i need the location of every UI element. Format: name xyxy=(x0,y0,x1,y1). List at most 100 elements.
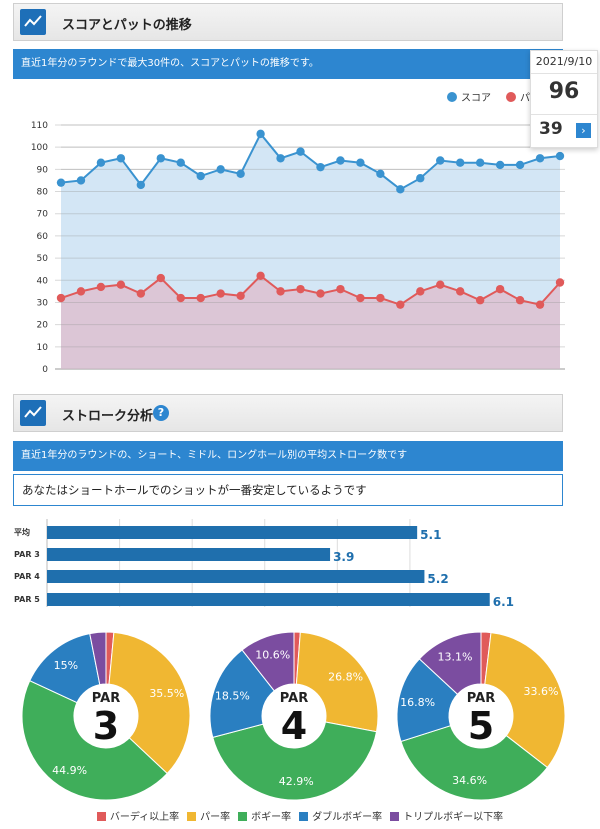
pie-slice-label: 33.6% xyxy=(523,685,558,698)
putt-point xyxy=(136,289,146,298)
legend-label: トリプルボギー以下率 xyxy=(403,812,504,823)
putt-point xyxy=(436,280,445,289)
putt-point xyxy=(96,282,106,292)
legend-swatch xyxy=(390,812,400,821)
putt-area xyxy=(61,275,560,369)
score-point xyxy=(196,171,205,181)
pie-legend: バーディ以上率 パー率 ボギー率 ダブルボギー率 トリプルボギー以下率 xyxy=(0,808,600,823)
section-description: 直近1年分のラウンドで最大30件の、スコアとパットの推移です。 xyxy=(13,49,563,79)
bar-value-label: 6.1 xyxy=(493,595,514,609)
score-point xyxy=(495,160,505,170)
pie-slice-label: 42.9% xyxy=(279,775,314,788)
stroke-analysis-section-header: ストローク分析 ? xyxy=(13,394,563,432)
bar-category-label: PAR 4 xyxy=(14,572,40,581)
pie-legend-item: バーディ以上率 xyxy=(96,808,180,823)
putt-point xyxy=(456,287,465,296)
section-title: スコアとパットの推移 xyxy=(62,18,192,33)
score-point xyxy=(236,169,245,178)
putt-point xyxy=(196,293,205,303)
chart-icon xyxy=(20,400,46,426)
score-point xyxy=(116,154,126,163)
tooltip-date: 2021/9/10 xyxy=(535,55,593,68)
score-point xyxy=(555,151,565,161)
pie-center xyxy=(449,684,513,748)
help-icon[interactable]: ? xyxy=(153,405,169,421)
legend-putt-marker xyxy=(506,92,516,102)
score-point xyxy=(76,176,86,185)
bar-value-label: 5.1 xyxy=(420,528,441,542)
score-point xyxy=(376,169,385,178)
putt-point xyxy=(156,273,165,283)
score-point xyxy=(356,158,365,167)
legend-swatch xyxy=(96,812,106,821)
legend-score-label: スコア xyxy=(461,93,491,104)
putt-point xyxy=(515,296,525,305)
score-point xyxy=(416,174,425,183)
putt-point xyxy=(116,280,126,289)
score-point xyxy=(456,158,465,167)
y-tick-label: 80 xyxy=(37,188,49,198)
pie-slice-label: 35.5% xyxy=(149,687,184,700)
section-title: ストローク分析 xyxy=(62,409,154,424)
score-point xyxy=(316,162,325,172)
score-putt-line-chart: 0102030405060708090100110スコアパット xyxy=(31,92,565,375)
score-putt-section-header: スコアとパットの推移 xyxy=(13,3,563,41)
legend-label: パー率 xyxy=(200,812,231,823)
putt-point xyxy=(535,300,545,309)
score-point xyxy=(136,180,146,190)
bar-category-label: PAR 5 xyxy=(14,595,40,604)
putt-point xyxy=(316,289,325,298)
bar xyxy=(47,548,331,561)
bar-value-label: 5.2 xyxy=(427,572,448,586)
score-point xyxy=(276,154,285,163)
legend-label: ダブルボギー率 xyxy=(312,812,383,823)
putt-point xyxy=(555,278,565,287)
putt-point xyxy=(356,293,365,303)
score-point xyxy=(256,129,265,139)
tooltip-next-button[interactable]: › xyxy=(576,123,591,138)
putt-point xyxy=(296,284,305,294)
legend-label: バーディ以上率 xyxy=(109,812,180,823)
putt-point xyxy=(475,296,485,305)
y-tick-label: 0 xyxy=(42,365,48,375)
bar-category-label: 平均 xyxy=(14,527,30,537)
tooltip-divider xyxy=(531,73,597,74)
par-pie-charts: 35.5%44.9%15%PAR326.8%42.9%18.5%10.6%PAR… xyxy=(21,631,566,801)
pie-par-number: 5 xyxy=(468,704,494,748)
pie-legend-item: パー率 xyxy=(187,808,230,823)
score-point xyxy=(535,154,545,163)
score-point xyxy=(216,165,225,174)
y-tick-label: 110 xyxy=(31,121,48,131)
putt-point xyxy=(176,293,185,303)
bar xyxy=(47,526,418,539)
bar-value-label: 3.9 xyxy=(333,550,354,564)
legend-swatch xyxy=(238,812,248,821)
legend-score-marker xyxy=(447,92,457,102)
chart-icon xyxy=(20,9,46,35)
y-tick-label: 100 xyxy=(31,143,48,153)
score-point xyxy=(156,154,165,163)
putt-point xyxy=(216,289,225,298)
legend-swatch xyxy=(187,812,197,821)
pie-slice-label: 18.5% xyxy=(215,689,250,702)
pie-par-label: PAR xyxy=(467,691,495,706)
pie-center xyxy=(262,684,326,748)
putt-point xyxy=(376,293,385,303)
analysis-message: あなたはショートホールでのショットが一番安定しているようです xyxy=(13,474,563,506)
putt-point xyxy=(76,287,86,296)
pie-par-number: 3 xyxy=(93,704,119,748)
pie-slice-label: 34.6% xyxy=(452,774,487,787)
putt-point xyxy=(256,271,265,281)
bar xyxy=(47,593,490,606)
pie-slice-label: 15% xyxy=(54,659,78,672)
pie-slice-label: 13.1% xyxy=(438,650,473,663)
legend-label: ボギー率 xyxy=(251,812,292,823)
putt-point xyxy=(336,284,345,294)
y-tick-label: 90 xyxy=(37,165,49,175)
y-tick-label: 70 xyxy=(37,210,49,220)
stroke-bar-chart: 平均 5.1 PAR 3 3.9 PAR 4 5.2 PAR 5 6.1 xyxy=(14,519,514,609)
tooltip-score: 96 xyxy=(548,79,580,104)
y-tick-label: 10 xyxy=(37,343,49,353)
section-description: 直近1年分のラウンドの、ショート、ミドル、ロングホール別の平均ストローク数です xyxy=(13,441,563,471)
pie-legend-item: ダブルボギー率 xyxy=(299,808,382,823)
